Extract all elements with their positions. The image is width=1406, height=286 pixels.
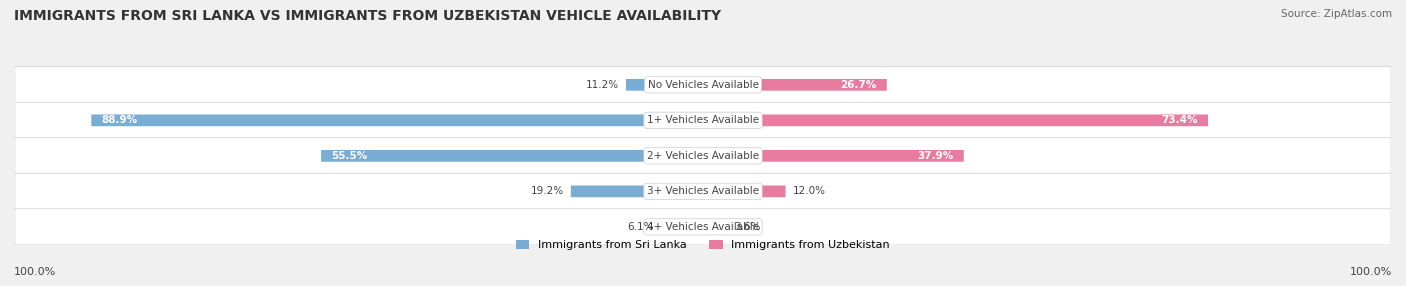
Text: 6.1%: 6.1%: [627, 222, 654, 232]
Text: 88.9%: 88.9%: [101, 115, 138, 125]
Text: 73.4%: 73.4%: [1161, 115, 1198, 125]
FancyBboxPatch shape: [703, 186, 786, 197]
Text: No Vehicles Available: No Vehicles Available: [648, 80, 758, 90]
FancyBboxPatch shape: [661, 221, 703, 233]
FancyBboxPatch shape: [15, 138, 1391, 174]
Text: 12.0%: 12.0%: [793, 186, 825, 196]
FancyBboxPatch shape: [15, 209, 1391, 245]
Text: 100.0%: 100.0%: [1350, 267, 1392, 277]
FancyBboxPatch shape: [571, 186, 703, 197]
FancyBboxPatch shape: [626, 79, 703, 91]
Text: 19.2%: 19.2%: [531, 186, 564, 196]
Text: IMMIGRANTS FROM SRI LANKA VS IMMIGRANTS FROM UZBEKISTAN VEHICLE AVAILABILITY: IMMIGRANTS FROM SRI LANKA VS IMMIGRANTS …: [14, 9, 721, 23]
Text: 37.9%: 37.9%: [917, 151, 953, 161]
Text: 3.6%: 3.6%: [735, 222, 761, 232]
FancyBboxPatch shape: [15, 67, 1391, 103]
FancyBboxPatch shape: [15, 102, 1391, 138]
Text: 4+ Vehicles Available: 4+ Vehicles Available: [647, 222, 759, 232]
Text: 100.0%: 100.0%: [14, 267, 56, 277]
Text: 55.5%: 55.5%: [332, 151, 368, 161]
FancyBboxPatch shape: [703, 150, 963, 162]
FancyBboxPatch shape: [91, 114, 703, 126]
FancyBboxPatch shape: [703, 79, 887, 91]
Text: 1+ Vehicles Available: 1+ Vehicles Available: [647, 115, 759, 125]
Legend: Immigrants from Sri Lanka, Immigrants from Uzbekistan: Immigrants from Sri Lanka, Immigrants fr…: [512, 236, 894, 255]
FancyBboxPatch shape: [703, 221, 728, 233]
Text: 11.2%: 11.2%: [586, 80, 619, 90]
Text: 2+ Vehicles Available: 2+ Vehicles Available: [647, 151, 759, 161]
Text: 26.7%: 26.7%: [839, 80, 876, 90]
FancyBboxPatch shape: [15, 173, 1391, 209]
FancyBboxPatch shape: [321, 150, 703, 162]
Text: 3+ Vehicles Available: 3+ Vehicles Available: [647, 186, 759, 196]
FancyBboxPatch shape: [703, 114, 1208, 126]
Text: Source: ZipAtlas.com: Source: ZipAtlas.com: [1281, 9, 1392, 19]
